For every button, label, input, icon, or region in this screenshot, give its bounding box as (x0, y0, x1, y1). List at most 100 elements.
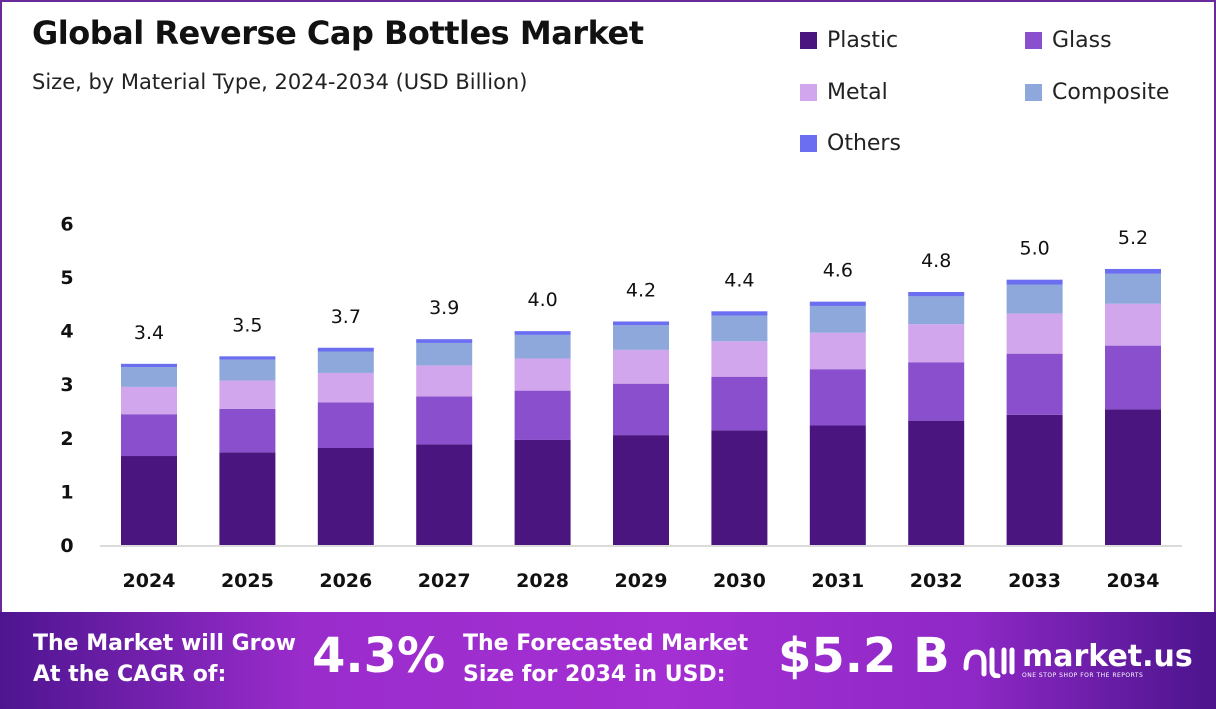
bar-segment-glass-2030 (711, 376, 768, 431)
cagr-text-line2: At the CAGR of: (33, 662, 227, 687)
bar-segment-others-2029 (613, 321, 669, 326)
logo-tagline: ONE STOP SHOP FOR THE REPORTS (1022, 672, 1144, 679)
bar-segment-composite-2034 (1105, 273, 1161, 304)
total-label-2027: 3.9 (429, 297, 459, 319)
bar-segment-glass-2034 (1105, 345, 1161, 410)
bar-segment-metal-2030 (711, 341, 768, 377)
bar-segment-plastic-2034 (1105, 409, 1161, 545)
y-tick-label: 5 (60, 267, 73, 289)
bar-segment-plastic-2031 (809, 425, 866, 545)
x-tick-label: 2027 (418, 570, 471, 592)
total-label-2034: 5.2 (1118, 227, 1148, 249)
bar-segment-composite-2026 (317, 351, 374, 373)
bar-segment-composite-2028 (514, 334, 571, 359)
x-tick-label: 2028 (516, 570, 569, 592)
legend-label: Others (827, 131, 901, 156)
bar-segment-glass-2024 (121, 414, 177, 457)
total-label-2024: 3.4 (134, 322, 164, 344)
bar-segment-plastic-2024 (121, 456, 177, 545)
market-us-logo: market.us ONE STOP SHOP FOR THE REPORTS (962, 642, 1193, 679)
x-tick-label: 2032 (910, 570, 963, 592)
chart-title: Global Reverse Cap Bottles Market (32, 14, 644, 52)
total-label-2030: 4.4 (724, 269, 754, 291)
bar-segment-metal-2033 (1006, 313, 1063, 354)
legend-item-plastic: Plastic (800, 28, 898, 53)
total-label-2029: 4.2 (626, 279, 656, 301)
legend-swatch (800, 32, 817, 49)
legend-item-others: Others (800, 131, 901, 156)
bar-segment-plastic-2030 (711, 430, 768, 545)
bar-segment-others-2032 (908, 292, 965, 297)
total-label-2033: 5.0 (1019, 238, 1049, 260)
x-tick-label: 2029 (615, 570, 668, 592)
bar-segment-composite-2025 (219, 359, 276, 381)
bar-segment-composite-2033 (1006, 284, 1063, 314)
y-tick-label: 2 (60, 428, 73, 450)
bar-segment-metal-2029 (613, 349, 669, 384)
y-tick-label: 4 (60, 321, 73, 343)
total-label-2025: 3.5 (232, 314, 262, 336)
bar-segment-metal-2031 (809, 332, 866, 370)
legend-swatch (1025, 84, 1042, 101)
bar-segment-others-2025 (219, 356, 276, 360)
total-label-2028: 4.0 (527, 289, 557, 311)
bar-segment-plastic-2025 (219, 452, 276, 545)
total-label-2031: 4.6 (823, 260, 853, 282)
bar-segment-others-2033 (1006, 279, 1063, 285)
x-tick-label: 2024 (123, 570, 176, 592)
bar-segment-others-2024 (121, 363, 177, 368)
total-label-2026: 3.7 (331, 306, 361, 328)
bar-segment-others-2030 (711, 311, 768, 316)
bar-segment-plastic-2028 (514, 439, 571, 545)
legend-swatch (800, 84, 817, 101)
legend-label: Glass (1052, 28, 1112, 53)
bar-segment-glass-2028 (514, 390, 571, 440)
legend-item-composite: Composite (1025, 80, 1169, 105)
legend-label: Composite (1052, 80, 1170, 105)
bar-segment-metal-2026 (317, 372, 374, 403)
bar-segment-glass-2031 (809, 369, 866, 426)
bar-segment-composite-2031 (809, 305, 866, 333)
forecast-text-line1: The Forecasted Market (463, 631, 749, 656)
forecast-text-line2: Size for 2034 in USD: (463, 662, 726, 687)
x-tick-label: 2031 (811, 570, 864, 592)
total-label-2032: 4.8 (921, 250, 951, 272)
bar-segment-composite-2032 (908, 296, 965, 325)
bar-segment-metal-2024 (121, 386, 177, 415)
bar-segment-composite-2029 (613, 325, 669, 350)
legend-label: Plastic (827, 28, 899, 53)
bar-segment-plastic-2027 (416, 444, 473, 545)
cagr-value: 4.3% (312, 628, 446, 684)
bar-segment-plastic-2033 (1006, 414, 1063, 545)
bar-segment-others-2026 (317, 347, 374, 352)
bar-segment-glass-2032 (908, 362, 965, 421)
bar-segment-composite-2027 (416, 342, 473, 366)
x-tick-label: 2034 (1107, 570, 1160, 592)
bar-segment-metal-2027 (416, 365, 473, 397)
bar-segment-glass-2033 (1006, 353, 1063, 415)
market-us-logo-icon (963, 647, 1015, 678)
stacked-bar-chart: 0 1 2 3 4 5 6 3.4 2024 3.5 2025 3.7 2026 3.9 2027 4.0 20… (60, 213, 1182, 592)
forecast-value: $5.2 B (778, 628, 950, 684)
legend-item-glass: Glass (1025, 28, 1112, 53)
bar-segment-metal-2025 (219, 380, 276, 409)
bar-segment-metal-2034 (1105, 303, 1161, 346)
summary-banner: The Market will Grow At the CAGR of: 4.3… (0, 612, 1216, 709)
cagr-text-line1: The Market will Grow (33, 631, 296, 656)
y-tick-label: 1 (60, 481, 73, 503)
bar-segment-others-2028 (514, 331, 571, 335)
legend-swatch (1025, 32, 1042, 49)
bar-segment-metal-2028 (514, 358, 571, 391)
x-tick-label: 2033 (1008, 570, 1061, 592)
y-tick-label: 0 (60, 535, 73, 557)
y-tick-label: 3 (60, 374, 73, 396)
bar-segment-composite-2030 (711, 315, 768, 342)
bar-segment-plastic-2032 (908, 420, 965, 545)
bar-segment-glass-2027 (416, 396, 473, 445)
y-tick-label: 6 (60, 213, 73, 235)
legend-label: Metal (827, 80, 888, 105)
x-tick-label: 2030 (713, 570, 766, 592)
bar-segment-others-2027 (416, 339, 473, 343)
legend-item-metal: Metal (800, 80, 888, 105)
bar-segment-glass-2025 (219, 408, 276, 453)
